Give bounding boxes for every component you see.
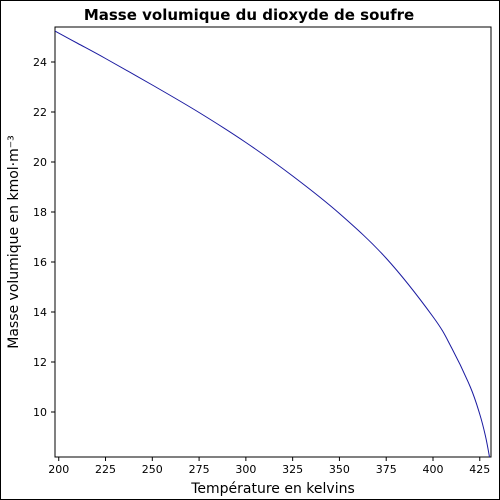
- x-tick-label: 300: [235, 463, 256, 476]
- series-layer: [55, 30, 490, 457]
- x-axis: 200 225 250 275 300 325 350 375 400 425: [48, 457, 490, 476]
- x-tick-label: 350: [329, 463, 350, 476]
- y-tick-label: 14: [33, 306, 47, 319]
- x-tick-label: 250: [142, 463, 163, 476]
- y-tick-label: 10: [33, 406, 47, 419]
- y-tick-label: 22: [33, 106, 47, 119]
- x-tick-label: 275: [189, 463, 210, 476]
- y-tick-label: 24: [33, 56, 47, 69]
- x-tick-label: 425: [469, 463, 490, 476]
- series-line-0: [55, 30, 490, 457]
- x-tick-label: 200: [48, 463, 69, 476]
- y-axis-title: Masse volumique en kmol·m⁻³: [6, 135, 22, 349]
- y-tick-label: 18: [33, 206, 47, 219]
- y-tick-label: 20: [33, 156, 47, 169]
- chart-title: Masse volumique du dioxyde de soufre: [84, 6, 414, 24]
- plot-area-border: [54, 26, 492, 458]
- x-axis-title: Température en kelvins: [190, 481, 355, 497]
- y-axis: 10 12 14 16 18 20 22 24: [33, 56, 55, 419]
- x-tick-label: 225: [95, 463, 116, 476]
- x-tick-label: 375: [376, 463, 397, 476]
- x-tick-label: 400: [422, 463, 443, 476]
- x-tick-label: 325: [282, 463, 303, 476]
- y-tick-label: 16: [33, 256, 47, 269]
- y-tick-label: 12: [33, 356, 47, 369]
